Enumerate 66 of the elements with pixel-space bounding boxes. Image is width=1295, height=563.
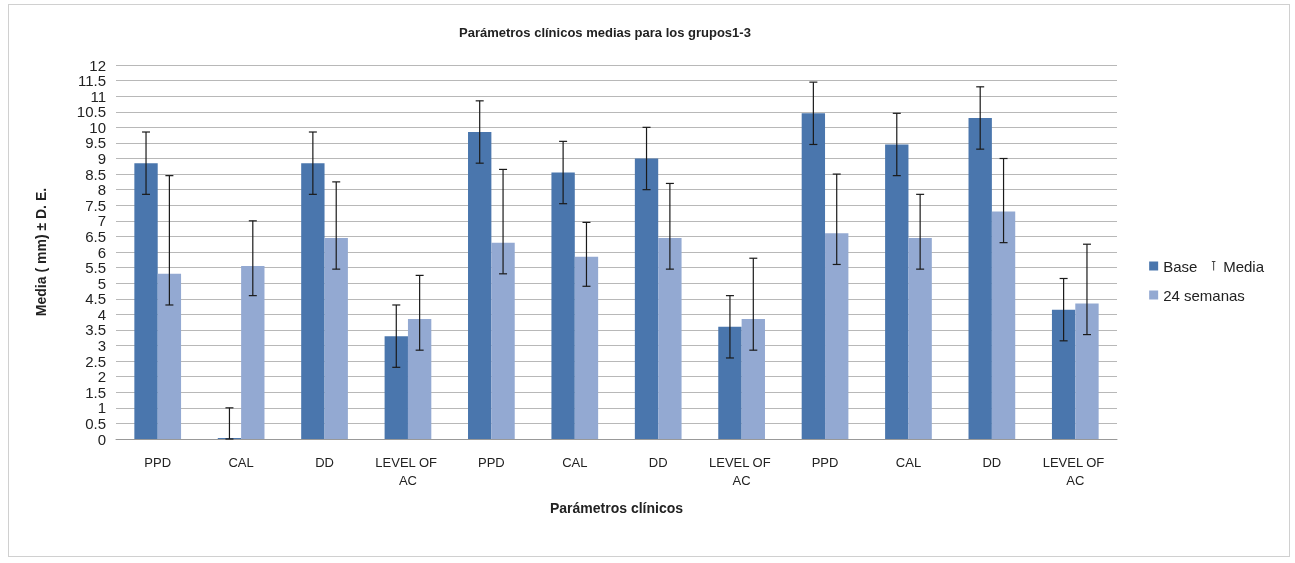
y-tick-label: 12 <box>89 56 106 74</box>
bar <box>1075 303 1099 439</box>
bar <box>384 336 408 439</box>
x-tick-label: CAL <box>895 454 922 470</box>
y-tick-label: 11.5 <box>77 72 106 90</box>
bar <box>1051 309 1076 439</box>
y-axis-title: Media ( mm) ± D. E. <box>33 187 49 317</box>
bar <box>157 273 182 439</box>
bar <box>968 117 992 439</box>
bar <box>134 163 158 439</box>
y-tick-label: 6 <box>97 243 106 261</box>
bar <box>468 132 492 439</box>
x-tick-label: DD <box>648 454 668 470</box>
legend-label: 24 semanas <box>1163 286 1245 304</box>
bar <box>324 237 348 439</box>
x-tick-label: LEVEL OF AC <box>375 454 441 488</box>
bar <box>658 237 682 439</box>
x-tick-label: CAL <box>562 454 588 470</box>
y-tick-label: 2 <box>97 368 106 386</box>
x-tick-label: PPD <box>144 454 172 470</box>
y-tick-label: 1.5 <box>85 383 106 401</box>
y-tick-label: 4 <box>97 305 106 323</box>
x-tick-label: LEVEL OF AC <box>1042 454 1108 488</box>
y-tick-label: 5 <box>97 274 106 292</box>
x-tick-label: CAL <box>228 454 254 470</box>
bar <box>885 144 909 439</box>
legend-label: Media <box>1223 257 1265 275</box>
x-tick-label: PPD <box>811 454 839 470</box>
y-tick-label: 7 <box>97 212 106 230</box>
x-axis-title: Parámetros clínicos <box>549 500 684 516</box>
bar <box>241 266 265 439</box>
y-tick-label: 8.5 <box>85 165 106 183</box>
bar <box>491 242 515 439</box>
y-tick-label: 3.5 <box>85 321 106 339</box>
chart-title: Parámetros clínicos medias para los grupos1-3 <box>459 25 751 40</box>
bar <box>551 172 575 439</box>
y-tick-label: 0.5 <box>85 414 106 432</box>
bar <box>908 237 932 439</box>
legend-label: Base <box>1163 257 1198 275</box>
y-tick-label: 10.5 <box>76 103 106 121</box>
x-tick-label: PPD <box>478 454 505 470</box>
bar <box>991 211 1016 439</box>
y-tick-label: 9 <box>97 150 106 167</box>
y-tick-label: 0 <box>97 430 106 448</box>
y-tick-label: 11 <box>90 87 106 105</box>
y-tick-label: 3 <box>97 337 106 354</box>
bar <box>801 113 826 439</box>
y-tick-label: 1 <box>97 399 106 417</box>
bar <box>574 256 599 439</box>
y-tick-label: 10 <box>89 118 106 136</box>
bar <box>718 326 742 439</box>
bar <box>301 163 325 439</box>
bar <box>407 319 432 439</box>
y-tick-label: 4.5 <box>85 290 106 308</box>
y-tick-label: 7.5 <box>85 196 106 214</box>
x-tick-label: DD <box>315 454 334 470</box>
bar <box>741 319 765 439</box>
bar <box>634 158 659 439</box>
y-tick-label: 8 <box>97 181 106 199</box>
x-tick-label: LEVEL OF AC <box>708 454 775 488</box>
x-tick-label: DD <box>982 454 1002 470</box>
y-tick-label: 2.5 <box>85 352 106 370</box>
bar <box>825 233 849 439</box>
y-tick-label: 9.5 <box>85 134 106 152</box>
y-tick-label: 5.5 <box>85 259 106 277</box>
y-tick-label: 6.5 <box>85 227 106 245</box>
